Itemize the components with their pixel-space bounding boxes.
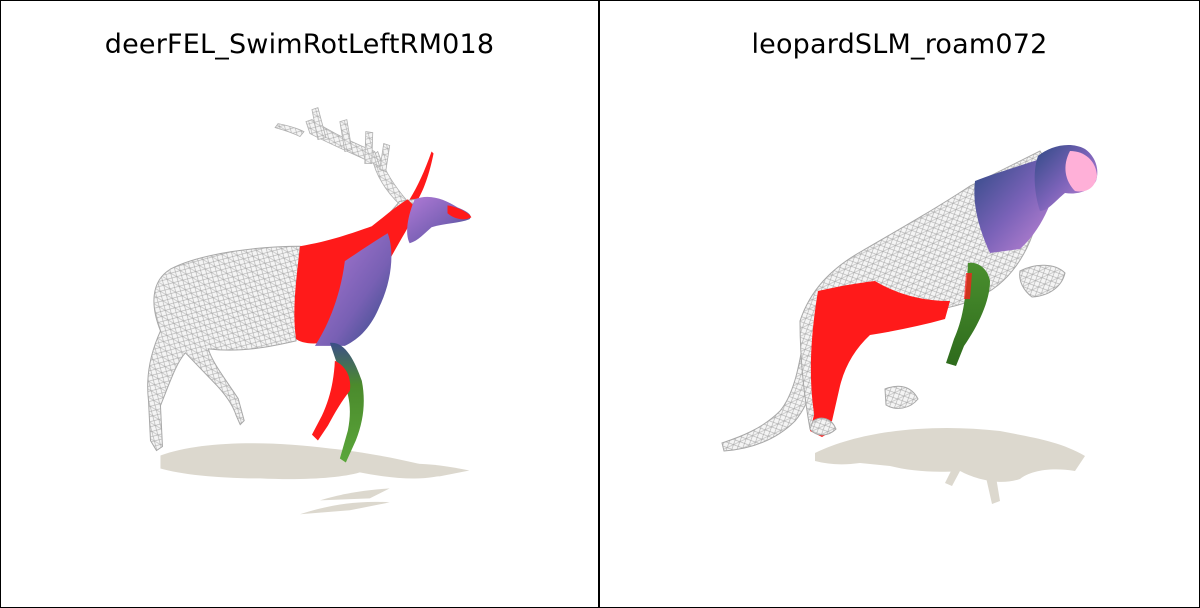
leopard-leg-green bbox=[946, 262, 990, 366]
deer-render bbox=[147, 107, 472, 515]
leopard-paws bbox=[809, 264, 1066, 436]
leopard-render bbox=[721, 145, 1098, 504]
panel-title: deerFEL_SwimRotLeftRM018 bbox=[104, 29, 495, 60]
deer-shadow bbox=[160, 443, 470, 515]
deer-leg-green bbox=[329, 342, 364, 463]
deer-head bbox=[407, 196, 471, 244]
panel-deer: deerFEL_SwimRotLeftRM018 bbox=[1, 1, 600, 607]
leopard-shadow bbox=[815, 427, 1085, 504]
leopard-head-pink bbox=[1065, 151, 1097, 192]
deer-antlers bbox=[274, 107, 409, 207]
deer-red-antler bbox=[409, 151, 434, 204]
deer-body-mesh bbox=[147, 245, 301, 452]
panel-title: leopardSLM_roam072 bbox=[751, 29, 1048, 60]
deer-leg-red bbox=[311, 360, 351, 441]
panel-leopard: leopardSLM_roam072 bbox=[600, 1, 1199, 607]
deer-purple-chest bbox=[314, 233, 392, 346]
deer-head-red bbox=[447, 205, 472, 220]
leopard-red-belly bbox=[810, 281, 950, 425]
leopard-leg-red-streak bbox=[964, 273, 972, 299]
